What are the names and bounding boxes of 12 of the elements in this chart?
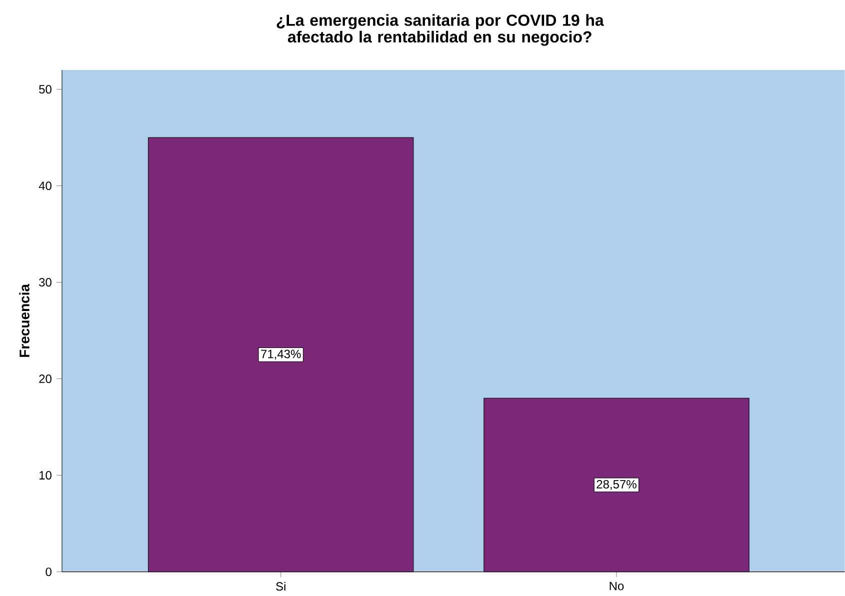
chart-title: ¿La emergencia sanitaria por COVID 19 ha afectado la rentabilidad en su negocio? [276, 14, 604, 46]
annotation: 28,57% [596, 480, 636, 490]
y-tick-label: 50 [39, 85, 52, 94]
y-tick-label: 40 [38, 182, 52, 190]
y-tick-label: 30 [39, 278, 52, 287]
annotation: 71,43% [261, 350, 301, 360]
x-tick-label: Si [276, 582, 286, 591]
x-tick-label: No [610, 582, 624, 590]
y-tick-label: 0 [46, 568, 52, 576]
y-axis-title: Frecuencia [19, 284, 30, 357]
y-tick-label: 10 [40, 471, 52, 480]
y-tick-label: 20 [39, 374, 52, 384]
